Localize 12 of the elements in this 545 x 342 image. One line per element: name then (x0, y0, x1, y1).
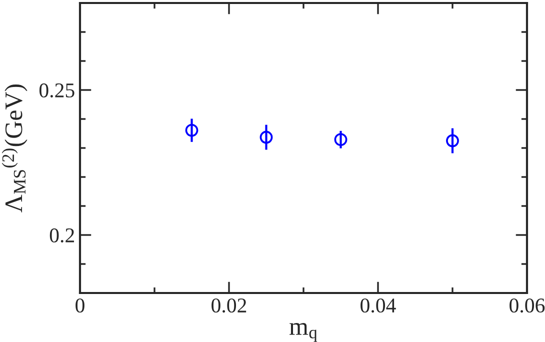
x-tick-label: 0.06 (510, 298, 545, 313)
x-tick-label: 0 (76, 298, 84, 313)
y-axis-title: Λ$_{MS}$$^{(2)}$(GeV) (2, 84, 28, 212)
y-tick-label: 0.2 (50, 228, 74, 243)
point (185, 124, 198, 137)
y-tick-label: 0.25 (39, 83, 74, 98)
x-tick-label: 0.04 (360, 298, 396, 313)
point (334, 133, 348, 146)
x-axis-title: m$_{q}$ (290, 322, 318, 342)
x-tick-label: 0.02 (212, 298, 246, 313)
point (446, 134, 459, 148)
point (260, 130, 273, 144)
